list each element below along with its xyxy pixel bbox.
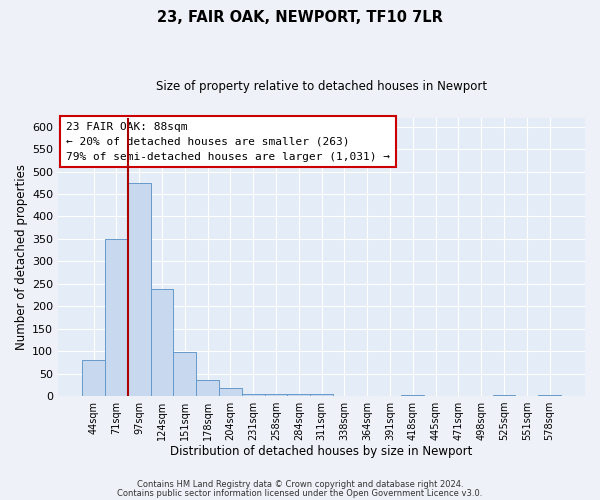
Bar bbox=[401, 394, 424, 396]
Bar bbox=[242, 394, 265, 396]
Text: Contains HM Land Registry data © Crown copyright and database right 2024.: Contains HM Land Registry data © Crown c… bbox=[137, 480, 463, 489]
Bar bbox=[287, 394, 310, 396]
Bar bbox=[493, 394, 515, 396]
Bar bbox=[310, 394, 333, 396]
Bar bbox=[128, 183, 151, 396]
Bar bbox=[105, 239, 128, 396]
Bar bbox=[173, 352, 196, 396]
Text: 23, FAIR OAK, NEWPORT, TF10 7LR: 23, FAIR OAK, NEWPORT, TF10 7LR bbox=[157, 10, 443, 25]
Bar bbox=[265, 394, 287, 396]
Bar bbox=[196, 380, 219, 396]
Bar bbox=[82, 360, 105, 396]
X-axis label: Distribution of detached houses by size in Newport: Distribution of detached houses by size … bbox=[170, 444, 473, 458]
Y-axis label: Number of detached properties: Number of detached properties bbox=[15, 164, 28, 350]
Text: 23 FAIR OAK: 88sqm
← 20% of detached houses are smaller (263)
79% of semi-detach: 23 FAIR OAK: 88sqm ← 20% of detached hou… bbox=[66, 122, 390, 162]
Bar bbox=[151, 289, 173, 396]
Text: Contains public sector information licensed under the Open Government Licence v3: Contains public sector information licen… bbox=[118, 488, 482, 498]
Title: Size of property relative to detached houses in Newport: Size of property relative to detached ho… bbox=[156, 80, 487, 93]
Bar bbox=[538, 394, 561, 396]
Bar bbox=[219, 388, 242, 396]
